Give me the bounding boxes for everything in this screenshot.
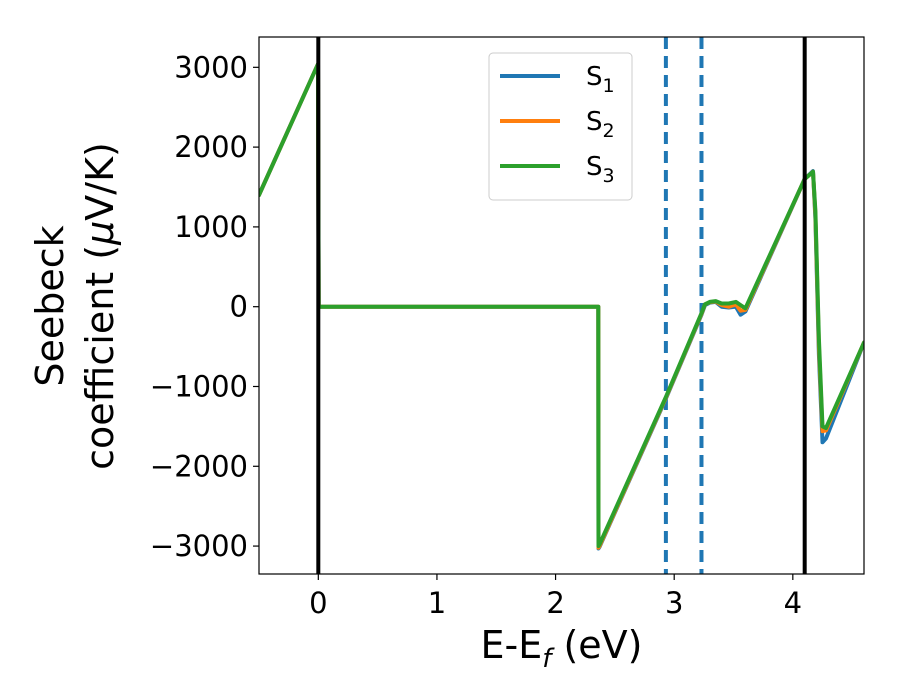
y-tick-label: 1000	[174, 210, 248, 244]
y-tick-label: 3000	[174, 50, 248, 84]
x-axis-label-unit: (eV)	[551, 623, 642, 667]
y-tick-label: −1000	[150, 369, 248, 403]
y-axis-label-line1: Seebeck	[28, 225, 72, 386]
x-tick-label: 3	[665, 586, 683, 620]
y-axis-label-prefix: coefficient (	[78, 245, 122, 470]
plot-area	[259, 37, 864, 574]
y-axis-label-mu: μ	[78, 221, 122, 246]
legend-entry-s3: S3	[500, 152, 615, 187]
y-axis-label-line2: coefficient (μV/K)	[78, 142, 122, 470]
x-tick-label: 2	[546, 586, 564, 620]
legend-label-s2: S2	[586, 107, 615, 142]
legend-entry-s1: S1	[500, 62, 615, 97]
legend-label-s1: S1	[586, 62, 615, 97]
x-tick-label: 1	[428, 586, 446, 620]
y-axis-label-suffix: V/K)	[78, 142, 122, 221]
legend: S1 S2 S3	[488, 52, 633, 201]
legend-box	[488, 52, 633, 201]
y-tick-label: 2000	[174, 130, 248, 164]
y-tick-label: −2000	[150, 449, 248, 483]
x-axis-label-main: E-E	[481, 623, 543, 667]
series-s3-line	[259, 62, 864, 549]
y-tick-label: 0	[230, 290, 248, 324]
axis-ticks: 0 1 2 3 4 3000 2000 1000 0 −1000 −2000 −3000	[150, 50, 802, 620]
axes-frame	[258, 36, 865, 575]
legend-entry-s2: S2	[500, 107, 615, 142]
x-tick-label: 0	[309, 586, 327, 620]
x-axis-label: E-Ef (eV)	[481, 623, 643, 674]
y-axis-label: Seebeck coefficient (μV/K)	[28, 142, 122, 470]
x-tick-label: 4	[784, 586, 802, 620]
legend-label-s3: S3	[586, 152, 615, 187]
y-tick-label: −3000	[150, 529, 248, 563]
